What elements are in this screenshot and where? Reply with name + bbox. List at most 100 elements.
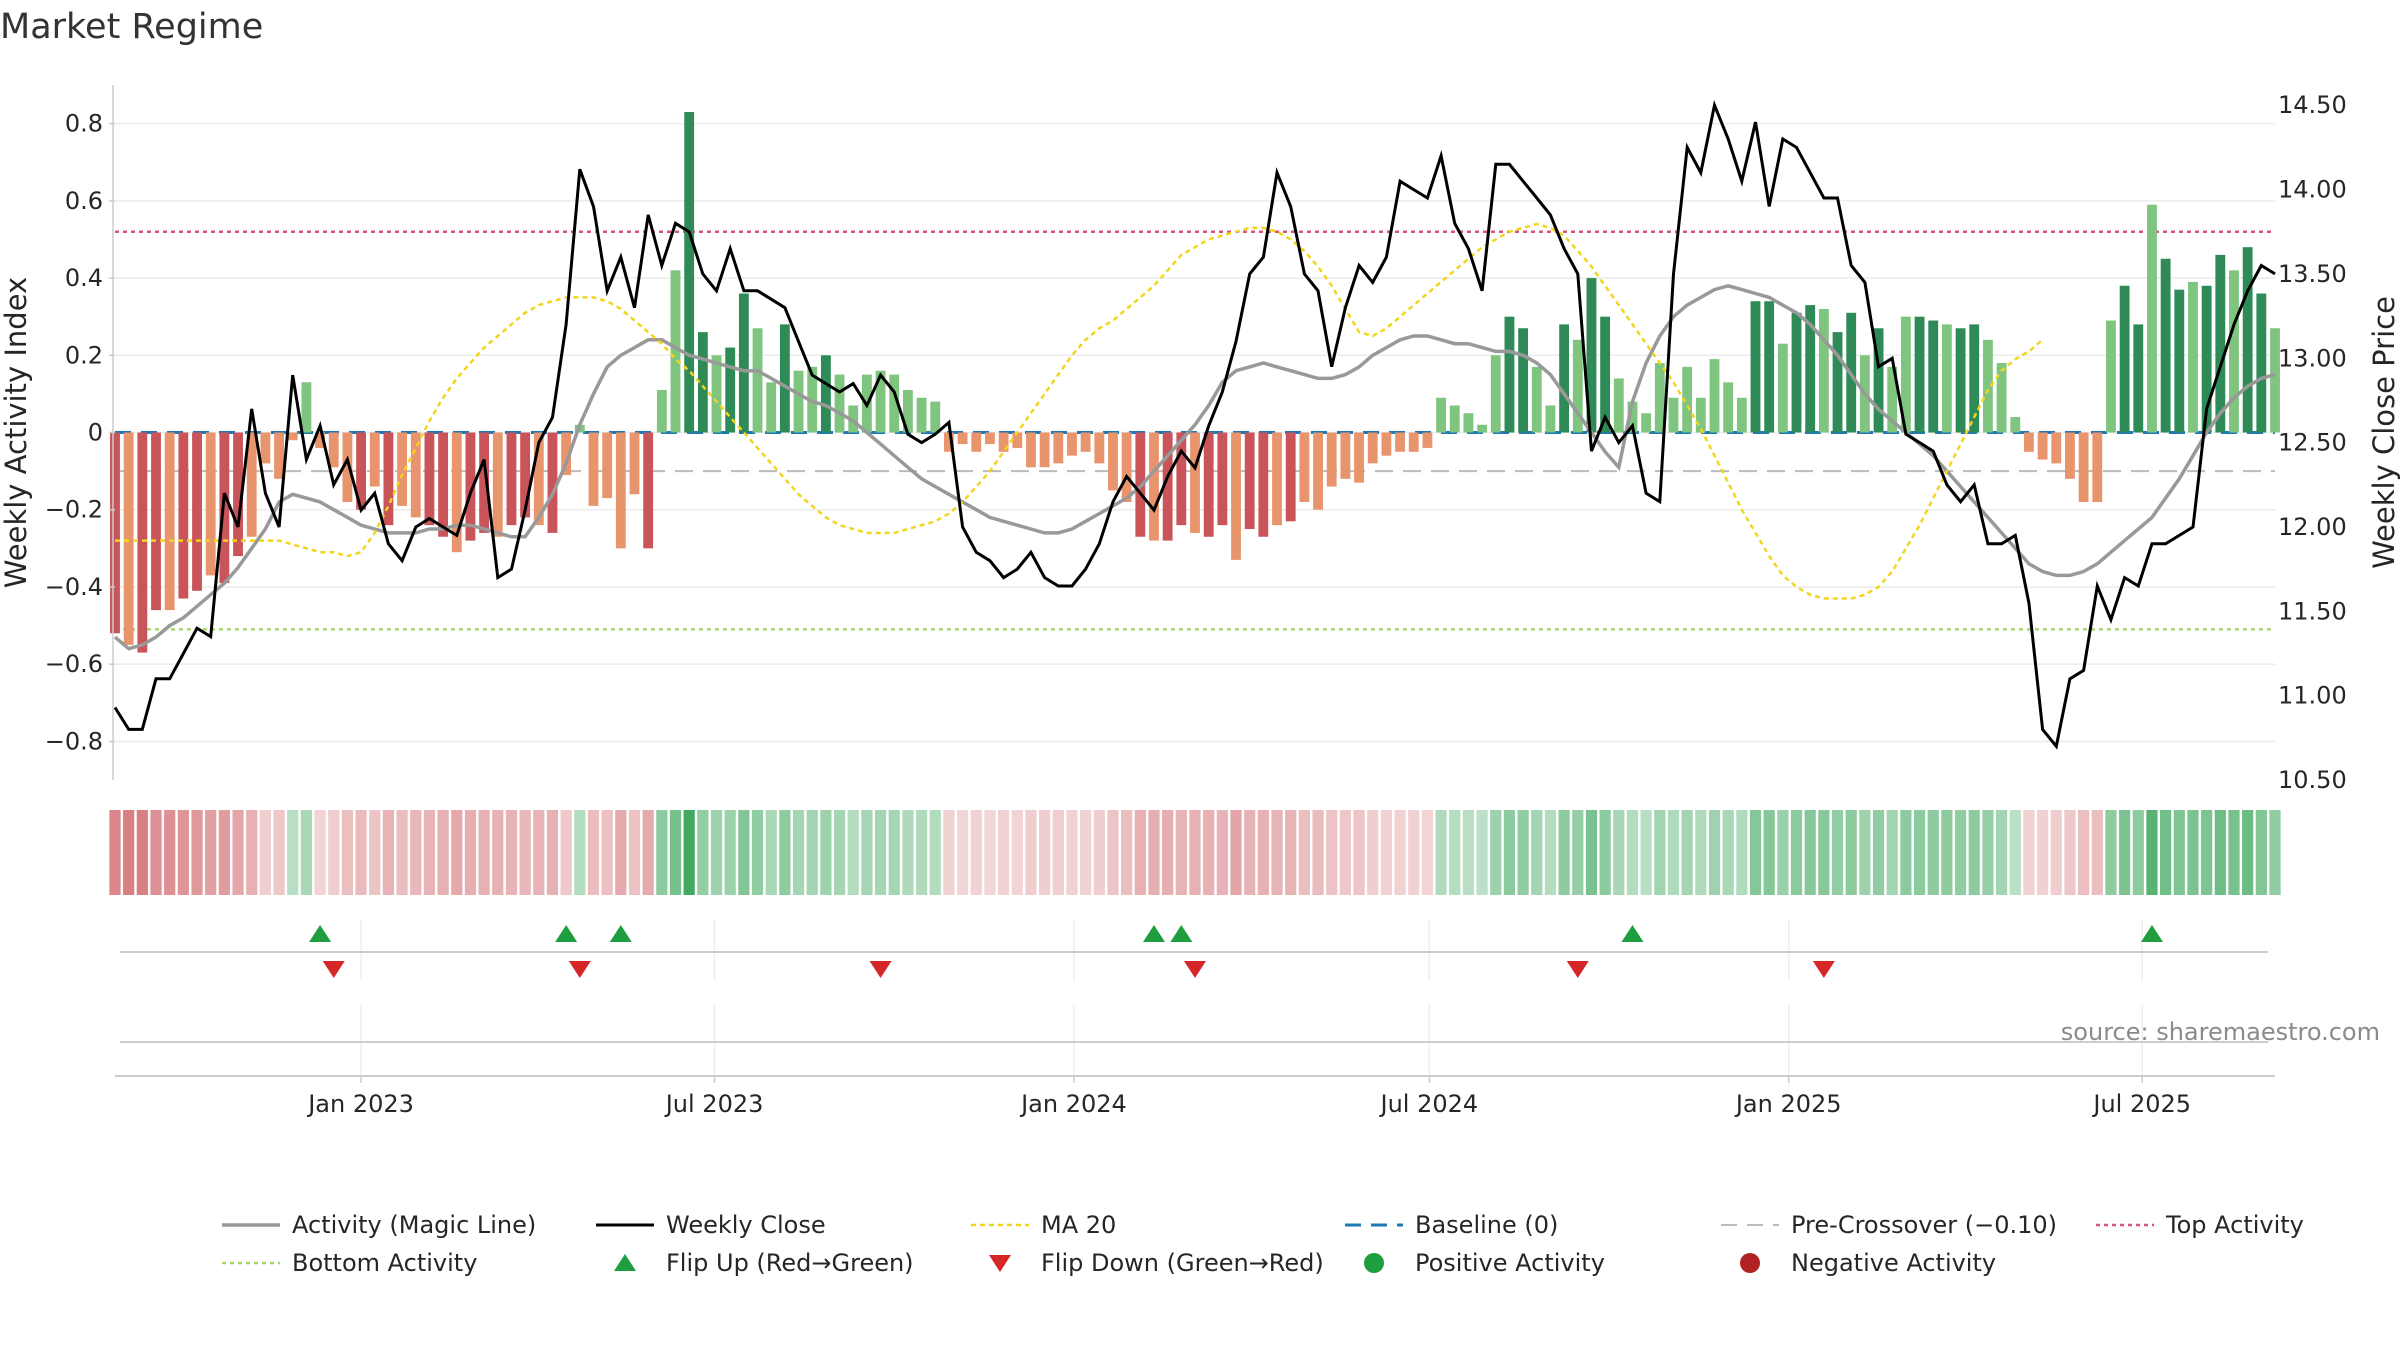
regime-cell: [205, 810, 217, 895]
regime-cell: [806, 810, 818, 895]
regime-cell: [724, 810, 736, 895]
regime-cell: [1285, 810, 1297, 895]
flip-markers-panel: [120, 920, 2268, 980]
activity-bar: [137, 432, 148, 653]
left-tick-label: 0.2: [65, 341, 103, 369]
legend-swatch-negative: [1740, 1253, 1760, 1273]
regime-cell: [355, 810, 367, 895]
regime-cell: [628, 810, 641, 895]
activity-bar: [834, 374, 845, 433]
regime-cell: [1298, 810, 1310, 895]
regime-cell: [1777, 810, 1789, 895]
activity-bar: [711, 355, 722, 433]
right-tick-label: 11.00: [2278, 682, 2347, 710]
regime-cell: [779, 810, 791, 895]
flip-up-marker: [1621, 925, 1644, 942]
regime-cell: [2201, 810, 2213, 895]
regime-cell: [1244, 810, 1256, 895]
activity-bar: [1354, 432, 1364, 483]
activity-bar: [1545, 405, 1556, 433]
left-tick-label: −0.8: [45, 727, 103, 755]
regime-cell: [109, 810, 121, 895]
activity-bar: [2242, 247, 2253, 433]
activity-bar: [2065, 432, 2075, 479]
regime-cell: [820, 810, 832, 895]
regime-cell: [1449, 810, 1461, 895]
activity-bar: [164, 432, 175, 611]
legend-item: Weekly Close: [596, 1211, 826, 1239]
legend-item: Activity (Magic Line): [222, 1211, 536, 1239]
regime-cell: [1927, 810, 1939, 895]
regime-cell: [1995, 810, 2008, 895]
flip-down-marker: [568, 961, 591, 978]
left-tick-label: 0: [88, 419, 103, 447]
activity-bar: [752, 328, 763, 433]
regime-cell: [218, 810, 230, 895]
activity-bar: [1832, 332, 1843, 433]
activity-bar: [301, 382, 312, 433]
legend-item: Flip Down (Green→Red): [989, 1249, 1324, 1277]
activity-bar: [1518, 328, 1529, 433]
regime-cell: [1121, 810, 1133, 895]
legend-label: MA 20: [1041, 1211, 1116, 1239]
right-tick-label: 13.00: [2278, 344, 2347, 372]
regime-cell: [396, 810, 408, 895]
flip-down-marker: [322, 961, 345, 978]
activity-bar: [1600, 316, 1611, 433]
activity-bar: [1203, 432, 1214, 537]
regime-cell: [1490, 810, 1502, 895]
legend-label: Bottom Activity: [292, 1249, 477, 1277]
regime-cell: [2064, 810, 2076, 895]
activity-bar: [1258, 432, 1269, 537]
right-tick-label: 12.00: [2278, 513, 2347, 541]
legend-item: Pre-Crossover (−0.10): [1721, 1211, 2057, 1239]
activity-bar: [1244, 432, 1255, 530]
activity-bar: [1162, 432, 1173, 541]
activity-bar: [2160, 258, 2171, 433]
activity-bar: [793, 370, 804, 433]
activity-bar: [2256, 293, 2267, 433]
regime-cell: [328, 810, 340, 895]
regime-cell: [478, 810, 490, 895]
activity-bar: [465, 432, 476, 541]
regime-cell: [847, 810, 859, 895]
left-tick-label: −0.4: [45, 573, 103, 601]
activity-bar: [479, 432, 490, 533]
regime-cell: [533, 810, 545, 895]
regime-cell: [232, 810, 244, 895]
regime-cell: [1913, 810, 1926, 895]
regime-cell: [697, 810, 709, 895]
regime-cell: [1093, 810, 1105, 895]
activity-bar: [2133, 324, 2144, 433]
regime-cell: [150, 810, 162, 895]
regime-cell: [259, 810, 271, 895]
activity-bar: [820, 355, 831, 433]
regime-cell: [1025, 810, 1037, 895]
regime-cell: [1462, 810, 1475, 895]
activity-bar: [2106, 320, 2116, 433]
activity-bar: [1285, 432, 1296, 522]
regime-cell: [1722, 810, 1734, 895]
activity-bar: [274, 432, 284, 479]
regime-cell: [1216, 810, 1228, 895]
regime-cell: [1380, 810, 1392, 895]
regime-cell: [1640, 810, 1652, 895]
regime-cell: [1107, 810, 1119, 895]
activity-bar: [315, 432, 325, 448]
activity-bar: [178, 432, 189, 599]
activity-bar: [1053, 432, 1064, 464]
regime-cell: [1435, 810, 1447, 895]
empty-panel: [115, 1005, 2275, 1077]
activity-bar: [930, 401, 941, 433]
regime-cell: [1558, 810, 1570, 895]
chart-title: Market Regime: [0, 7, 263, 47]
flip-up-marker: [1170, 925, 1193, 942]
activity-bar: [1709, 359, 1720, 433]
regime-cell: [1572, 810, 1584, 895]
regime-strip: [109, 810, 2281, 895]
regime-cell: [1585, 810, 1598, 895]
activity-bar: [2119, 285, 2130, 433]
activity-bar: [1572, 339, 1583, 433]
right-tick-label: 10.50: [2278, 766, 2347, 794]
